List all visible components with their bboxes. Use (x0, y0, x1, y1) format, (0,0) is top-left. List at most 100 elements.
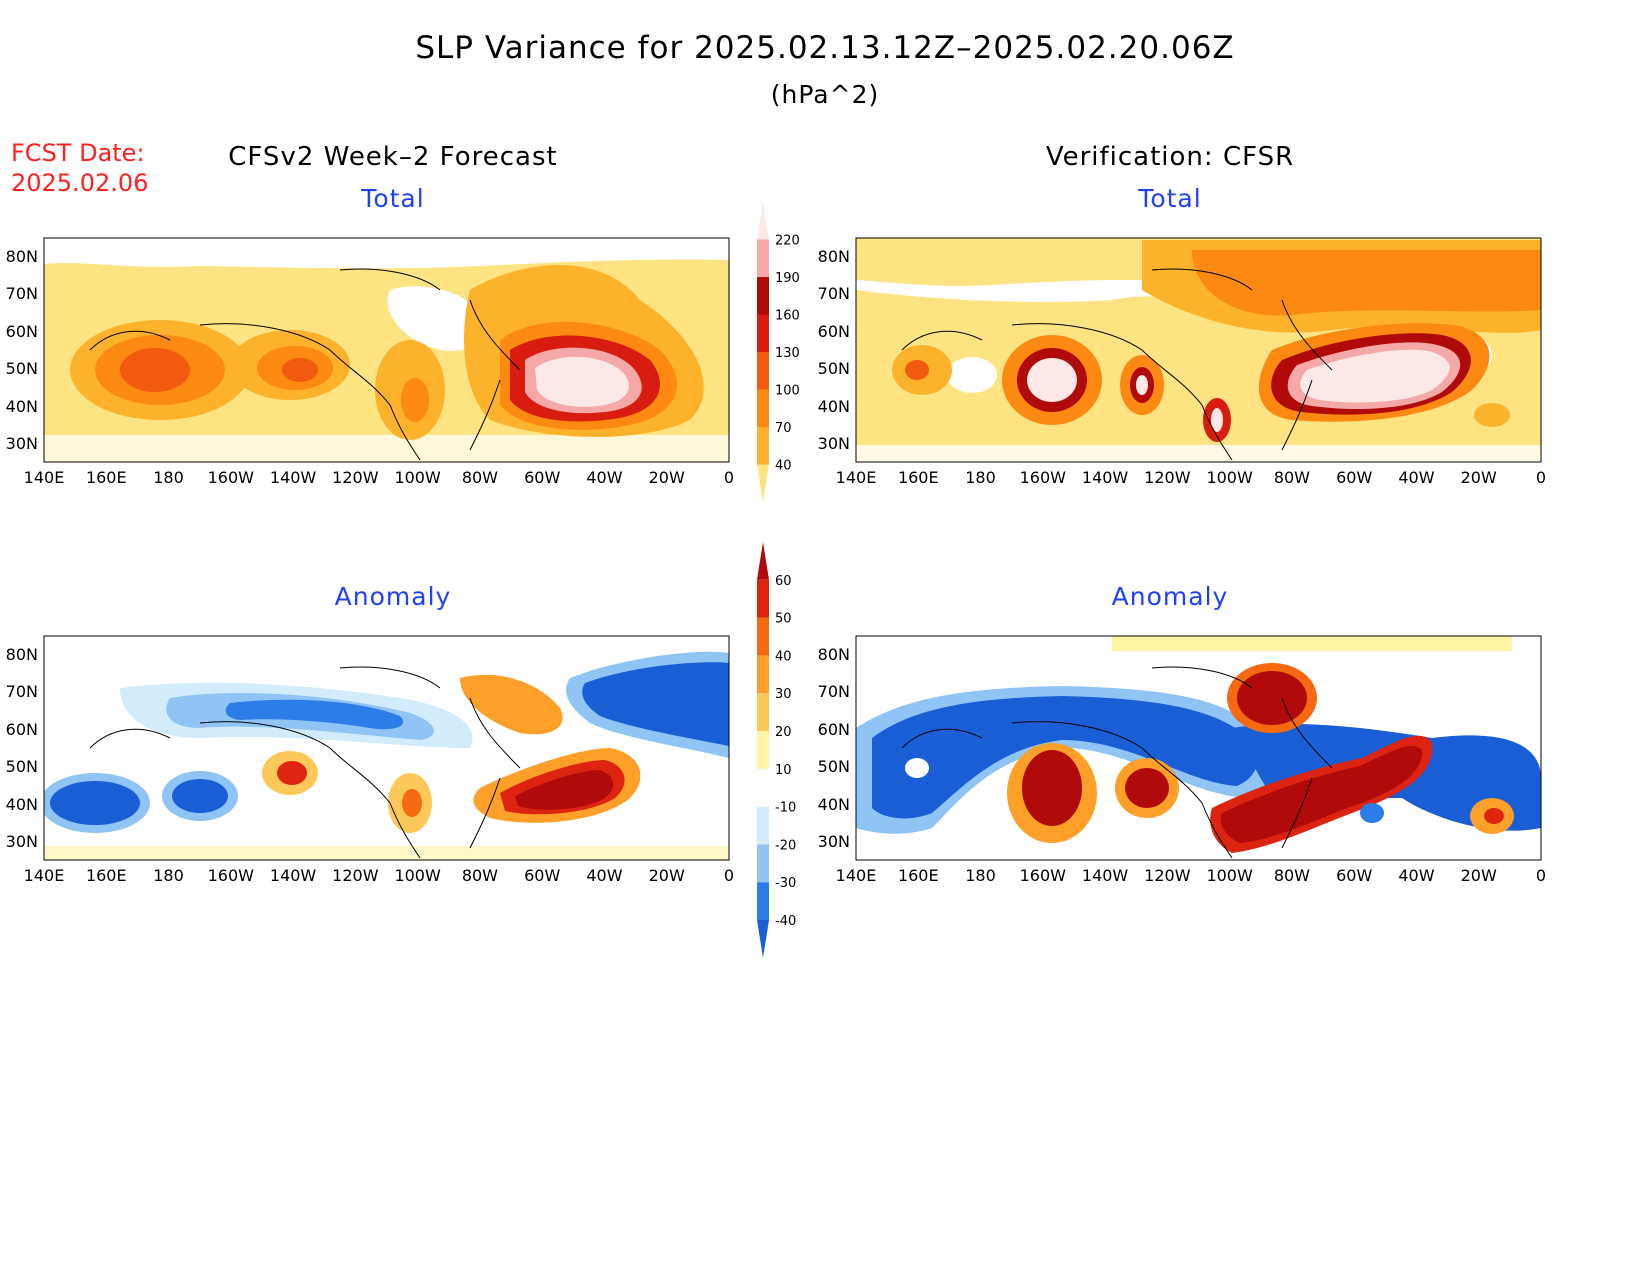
forecast-anomaly-lon-label: 100W (394, 866, 441, 885)
forecast-anomaly-lat-label: 80N (5, 645, 38, 664)
anomaly-colorbar-segment (757, 579, 769, 618)
verification-total-label: Total (1138, 184, 1202, 213)
forecast-total-lon-label: 160W (207, 468, 254, 487)
verification-total-lon-label: 120W (1144, 468, 1191, 487)
verification-anomaly-lon-label: 20W (1460, 866, 1497, 885)
anomaly-colorbar-segment (757, 731, 769, 769)
forecast-anomaly-map (43, 635, 730, 861)
verification-anomaly-lon-label: 160W (1019, 866, 1066, 885)
anomaly-colorbar-tick: 10 (775, 763, 792, 778)
forecast-anomaly-lat-label: 60N (5, 719, 38, 739)
verification-anomaly-lon-label: 40W (1398, 866, 1435, 885)
anomaly-colorbar-segment (757, 806, 769, 845)
fcst-date-block: FCST Date: 2025.02.06 (11, 138, 148, 198)
forecast-total-lon-label: 0 (723, 468, 735, 487)
verification-anomaly-lon-label: 0 (1535, 866, 1547, 885)
verification-total-lon-label: 40W (1398, 468, 1435, 487)
main-units: (hPa^2) (770, 80, 880, 109)
total-colorbar-tick: 220 (775, 234, 800, 249)
anomaly-colorbar-segment (757, 617, 769, 656)
verification-anomaly-lat-label: 50N (817, 757, 850, 777)
forecast-anomaly-lat-label: 50N (5, 757, 38, 777)
verification-total-lat-label: 30N (817, 434, 850, 453)
verification-total-lat-label: 50N (817, 359, 850, 379)
forecast-anomaly-lat-label: 30N (5, 832, 38, 851)
forecast-total-lat-label: 60N (5, 321, 38, 341)
anomaly-colorbar-segment (757, 693, 769, 731)
verification-anomaly-map (855, 635, 1542, 861)
forecast-total-lon-label: 180 (153, 468, 184, 487)
anomaly-colorbar-tick: 20 (775, 725, 792, 740)
forecast-anomaly-lon-label: 40W (586, 866, 623, 885)
forecast-column-title: CFSv2 Week–2 Forecast (228, 142, 558, 172)
total-colorbar-cap-bottom (757, 464, 769, 502)
total-colorbar-tick: 70 (775, 421, 792, 436)
fcst-date-label: FCST Date: (11, 139, 145, 167)
forecast-total-lat-label: 70N (5, 284, 38, 304)
total-colorbar-segment (757, 352, 769, 390)
forecast-anomaly-lon-label: 20W (648, 866, 685, 885)
forecast-total-lat-label: 30N (5, 434, 38, 453)
total-colorbar-cap-top (757, 202, 769, 240)
verification-anomaly-lat-label: 30N (817, 832, 850, 851)
verification-total-lon-label: 180 (965, 468, 996, 487)
total-colorbar-tick: 160 (775, 309, 800, 324)
verification-anomaly-lon-label: 60W (1336, 866, 1373, 885)
verification-anomaly-lat-label: 70N (817, 682, 850, 702)
forecast-anomaly-lat-label: 70N (5, 682, 38, 702)
forecast-total-lat-label: 80N (5, 247, 38, 266)
forecast-total-lon-label: 140W (269, 468, 317, 487)
forecast-total-lat-label: 50N (5, 359, 38, 379)
forecast-total-lat-label: 40N (5, 396, 38, 416)
anomaly-colorbar-tick: 30 (775, 687, 792, 702)
verification-anomaly-label: Anomaly (1111, 582, 1229, 611)
main-title: SLP Variance for 2025.02.13.12Z–2025.02.… (415, 30, 1235, 66)
verification-total-lon-label: 160E (897, 468, 939, 487)
anomaly-colorbar-cap-top (757, 542, 769, 580)
verification-anomaly-lon-label: 140W (1081, 866, 1129, 885)
forecast-total-lon-label: 100W (394, 468, 441, 487)
anomaly-colorbar-tick: -20 (775, 838, 796, 853)
forecast-anomaly-lon-label: 80W (461, 866, 498, 885)
anomaly-colorbar-tick: 60 (775, 574, 792, 589)
anomaly-colorbar-tick: -30 (775, 876, 796, 891)
verification-total-lon-label: 80W (1273, 468, 1310, 487)
forecast-total-lon-label: 140E (23, 468, 65, 487)
verification-total-lon-label: 140W (1081, 468, 1129, 487)
forecast-total-lon-label: 60W (524, 468, 561, 487)
forecast-total-lon-label: 120W (332, 468, 379, 487)
forecast-anomaly-lon-label: 140E (23, 866, 65, 885)
forecast-total-lon-label: 80W (461, 468, 498, 487)
forecast-total-map (43, 237, 730, 463)
total-colorbar: 40 70 100 130 160 190 220 (757, 202, 800, 502)
forecast-total-lon-label: 40W (586, 468, 623, 487)
total-colorbar-segment (757, 239, 769, 277)
anomaly-colorbar-segment (757, 882, 769, 920)
fcst-date-value: 2025.02.06 (11, 169, 149, 197)
anomaly-colorbar-tick: -40 (775, 914, 796, 929)
anomaly-colorbar: -40 -30 -20 -10 10 20 30 40 50 60 (757, 542, 796, 958)
forecast-anomaly-lon-label: 120W (332, 866, 379, 885)
forecast-anomaly-label: Anomaly (334, 582, 452, 611)
verification-anomaly-lon-label: 140E (835, 866, 877, 885)
verification-total-lat-label: 60N (817, 321, 850, 341)
verification-total-lon-label: 140E (835, 468, 877, 487)
verification-total-lon-label: 20W (1460, 468, 1497, 487)
verification-anomaly-lon-label: 160E (897, 866, 939, 885)
forecast-total-lon-label: 160E (85, 468, 127, 487)
forecast-anomaly-lon-label: 180 (153, 866, 184, 885)
total-colorbar-tick: 190 (775, 271, 800, 286)
verification-anomaly-lon-label: 80W (1273, 866, 1310, 885)
anomaly-colorbar-cap-bottom (757, 920, 769, 958)
forecast-anomaly-lon-label: 60W (524, 866, 561, 885)
total-colorbar-tick: 130 (775, 346, 800, 361)
anomaly-colorbar-tick: 40 (775, 649, 792, 664)
verification-anomaly-lon-label: 120W (1144, 866, 1191, 885)
verification-total-lon-label: 0 (1535, 468, 1547, 487)
verification-total-lat-label: 70N (817, 284, 850, 304)
forecast-anomaly-lon-label: 160W (207, 866, 254, 885)
verification-column-title: Verification: CFSR (1045, 142, 1295, 172)
forecast-total-lon-label: 20W (648, 468, 685, 487)
forecast-total-label: Total (361, 184, 425, 213)
total-colorbar-tick: 40 (775, 459, 792, 474)
